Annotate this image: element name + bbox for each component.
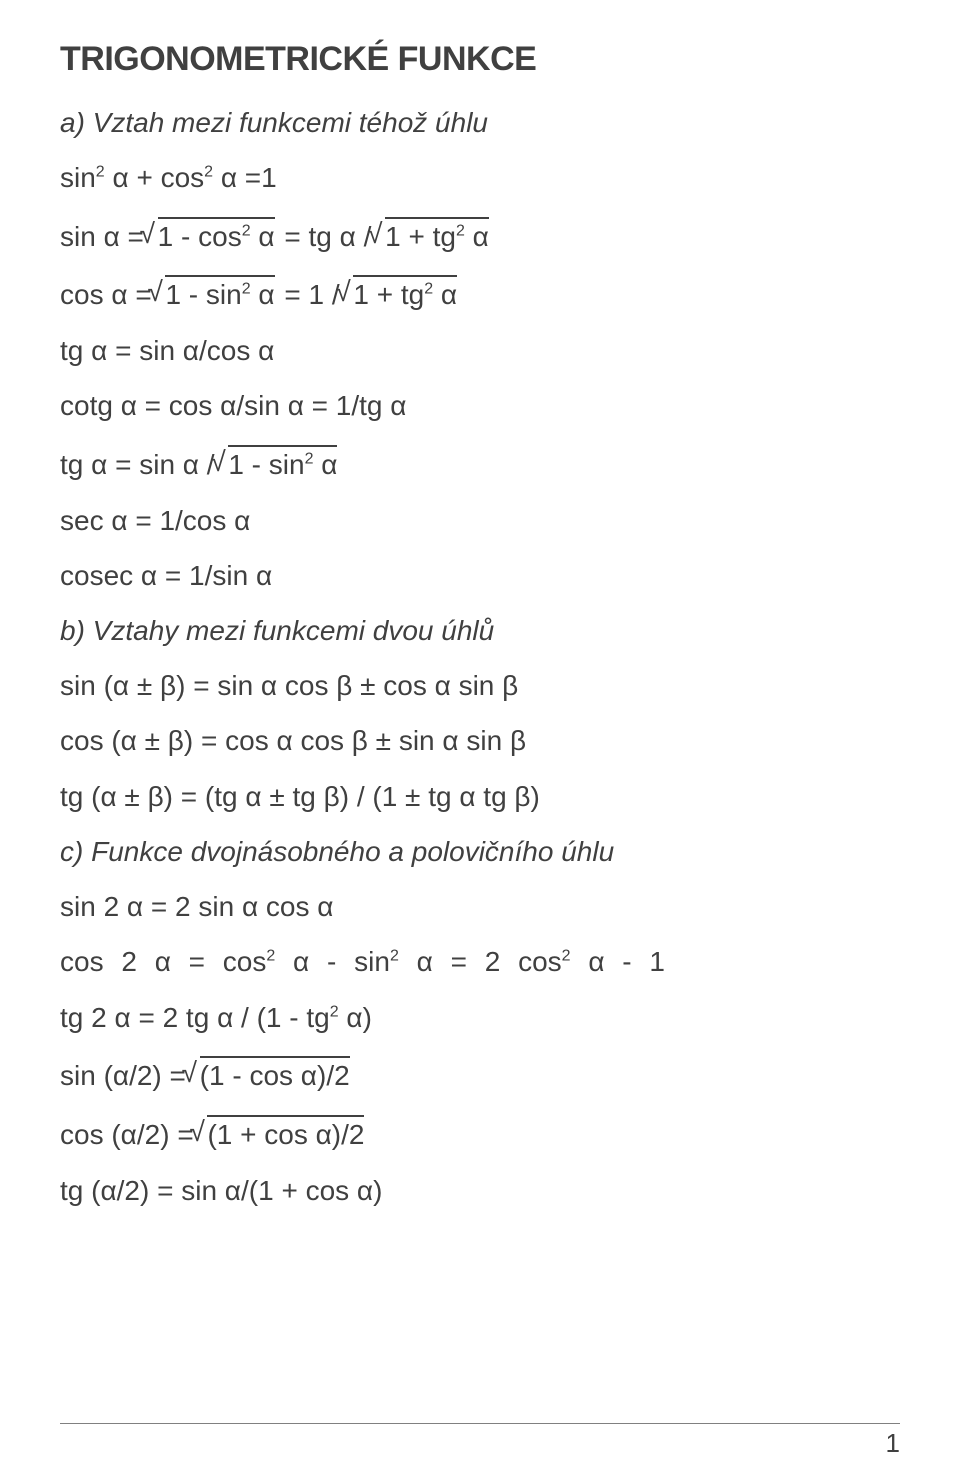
text: α — [433, 279, 457, 310]
superscript: 2 — [266, 948, 275, 965]
formula-line: sin α = 1 - cos2 α = tg α / 1 + tg2 α — [60, 217, 900, 254]
formula-line: cos (α ± β) = cos α cos β ± sin α sin β — [60, 724, 900, 758]
formula-line: sec α = 1/cos α — [60, 504, 900, 538]
text: = tg α / — [284, 221, 379, 252]
formula-line: sin2 α + cos2 α =1 — [60, 161, 900, 195]
superscript: 2 — [242, 281, 251, 298]
text: α + cos — [105, 162, 204, 193]
text: α — [251, 279, 275, 310]
superscript: 2 — [330, 1003, 339, 1020]
superscript: 2 — [456, 222, 465, 239]
text: sin α = — [60, 221, 152, 252]
section-b-heading: b) Vztahy mezi funkcemi dvou úhlů — [60, 615, 900, 647]
text: sin (α/2) = — [60, 1060, 194, 1091]
text: sin — [60, 162, 96, 193]
text: tg 2 α = 2 tg α / (1 - tg — [60, 1002, 330, 1033]
formula-line: sin (α/2) = (1 - cos α)/2 — [60, 1056, 900, 1093]
sqrt: 1 - sin2 α — [224, 445, 339, 482]
text: cos 2 α = cos — [60, 946, 266, 977]
text: (1 - cos α)/2 — [200, 1056, 350, 1093]
sqrt: 1 + tg2 α — [349, 275, 459, 312]
formula-line: tg α = sin α/cos α — [60, 334, 900, 368]
text: α — [465, 221, 489, 252]
superscript: 2 — [390, 948, 399, 965]
text: α =1 — [213, 162, 277, 193]
superscript: 2 — [96, 164, 105, 181]
text: 1 - cos — [158, 221, 242, 252]
text: cos (α/2) = — [60, 1119, 201, 1150]
page-footer: 1 — [60, 1423, 900, 1459]
sqrt: 1 - cos2 α — [154, 217, 277, 254]
superscript: 2 — [562, 948, 571, 965]
page-number: 1 — [886, 1428, 900, 1458]
sqrt: 1 - sin2 α — [161, 275, 276, 312]
text: 1 - sin — [165, 279, 241, 310]
formula-line: tg 2 α = 2 tg α / (1 - tg2 α) — [60, 1001, 900, 1035]
superscript: 2 — [204, 164, 213, 181]
sqrt: 1 + tg2 α — [381, 217, 491, 254]
text: α — [313, 449, 337, 480]
section-c-heading: c) Funkce dvojnásobného a polovičního úh… — [60, 836, 900, 868]
text: 1 + tg — [385, 221, 456, 252]
page-title: TRIGONOMETRICKÉ FUNKCE — [60, 40, 900, 79]
document-page: TRIGONOMETRICKÉ FUNKCE a) Vztah mezi fun… — [0, 0, 960, 1479]
text: α = 2 cos — [399, 946, 562, 977]
formula-line: cotg α = cos α/sin α = 1/tg α — [60, 389, 900, 423]
formula-line: sin 2 α = 2 sin α cos α — [60, 890, 900, 924]
text: α — [251, 221, 275, 252]
text: tg α = sin α / — [60, 449, 222, 480]
formula-line: tg (α/2) = sin α/(1 + cos α) — [60, 1174, 900, 1208]
text: α - 1 — [571, 946, 665, 977]
formula-line: cos α = 1 - sin2 α = 1 / 1 + tg2 α — [60, 275, 900, 312]
formula-line: cosec α = 1/sin α — [60, 559, 900, 593]
formula-line: sin (α ± β) = sin α cos β ± cos α sin β — [60, 669, 900, 703]
text: 1 + tg — [353, 279, 424, 310]
superscript: 2 — [424, 281, 433, 298]
formula-line: cos (α/2) = (1 + cos α)/2 — [60, 1115, 900, 1152]
formula-line: cos 2 α = cos2 α - sin2 α = 2 cos2 α - 1 — [60, 945, 900, 979]
formula-line: tg α = sin α / 1 - sin2 α — [60, 445, 900, 482]
text: 1 - sin — [228, 449, 304, 480]
section-a-heading: a) Vztah mezi funkcemi téhož úhlu — [60, 107, 900, 139]
superscript: 2 — [242, 222, 251, 239]
formula-line: tg (α ± β) = (tg α ± tg β) / (1 ± tg α t… — [60, 780, 900, 814]
text: α) — [339, 1002, 372, 1033]
text: cos α = — [60, 279, 159, 310]
sqrt: (1 + cos α)/2 — [203, 1115, 366, 1152]
text: (1 + cos α)/2 — [207, 1115, 364, 1152]
text: α - sin — [275, 946, 390, 977]
sqrt: (1 - cos α)/2 — [196, 1056, 352, 1093]
